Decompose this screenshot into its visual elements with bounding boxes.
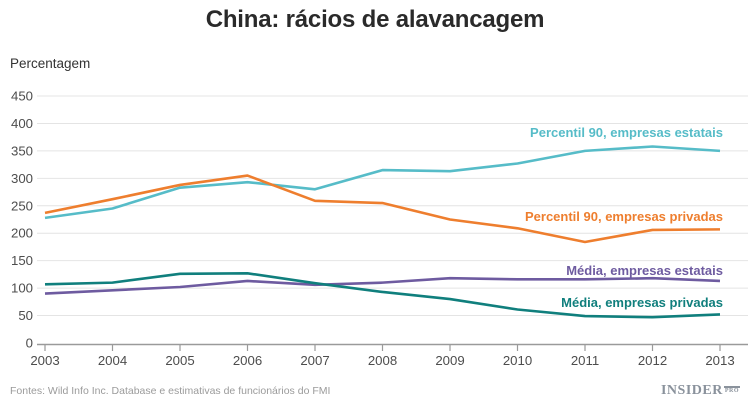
svg-text:400: 400 [11, 116, 33, 131]
svg-text:2010: 2010 [503, 353, 532, 368]
svg-text:50: 50 [18, 308, 33, 323]
series-label-media-empresas-privadas: Média, empresas privadas [561, 295, 723, 310]
svg-text:0: 0 [26, 336, 33, 351]
line-series-0 [44, 145, 721, 220]
y-tick-labels: 0 50 100 150 200 250 300 350 400 450 [11, 89, 33, 351]
chart-title: China: rácios de alavancagem [205, 6, 545, 33]
x-axis [37, 343, 748, 351]
series-lines [44, 145, 721, 319]
svg-text:350: 350 [11, 143, 33, 158]
series-label-percentil90-empresas-estatais: Percentil 90, empresas estatais [530, 125, 723, 140]
y-axis-unit-label: Percentagem [10, 56, 91, 71]
svg-text:200: 200 [11, 226, 33, 241]
insiderpro-logo: INSIDER PRO [661, 383, 740, 399]
svg-text:2009: 2009 [435, 353, 464, 368]
svg-text:2005: 2005 [165, 353, 194, 368]
svg-text:300: 300 [11, 171, 33, 186]
svg-text:2006: 2006 [233, 353, 262, 368]
series-label-media-empresas-estatais: Média, empresas estatais [566, 263, 723, 278]
line-series-3 [44, 271, 721, 319]
svg-text:2004: 2004 [98, 353, 127, 368]
logo-pro-badge: PRO [723, 386, 740, 394]
logo-text: INSIDER [660, 383, 723, 398]
svg-text:2008: 2008 [368, 353, 397, 368]
line-series-2 [44, 276, 721, 295]
svg-text:2007: 2007 [300, 353, 329, 368]
line-series-1 [44, 174, 721, 244]
svg-text:2011: 2011 [571, 353, 599, 368]
source-note: Fontes: Wild Info Inc. Database e estima… [10, 385, 331, 397]
series-label-percentil90-empresas-privadas: Percentil 90, empresas privadas [524, 209, 723, 224]
x-tick-labels: 2003 2004 2005 2006 2007 2008 2009 2010 2011 2012… [30, 353, 734, 368]
svg-text:2013: 2013 [705, 353, 734, 368]
svg-text:2012: 2012 [638, 353, 667, 368]
svg-text:450: 450 [11, 89, 33, 104]
svg-text:2003: 2003 [30, 353, 59, 368]
svg-text:100: 100 [11, 281, 33, 296]
svg-text:250: 250 [11, 198, 33, 213]
svg-text:150: 150 [11, 253, 33, 268]
